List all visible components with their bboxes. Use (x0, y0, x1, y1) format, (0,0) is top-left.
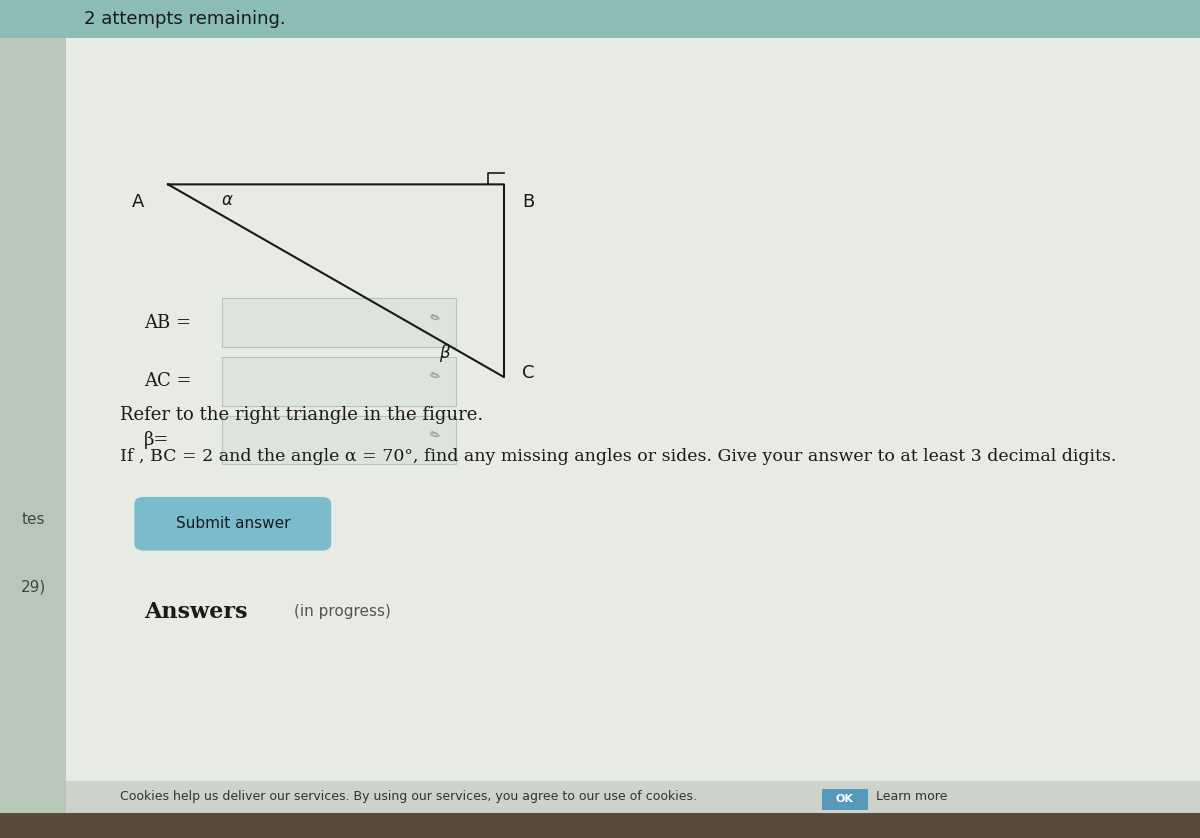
Text: If , BC = 2 and the angle α = 70°, find any missing angles or sides. Give your a: If , BC = 2 and the angle α = 70°, find … (120, 448, 1116, 465)
FancyBboxPatch shape (822, 789, 868, 810)
Text: 29): 29) (20, 579, 47, 594)
FancyBboxPatch shape (222, 298, 456, 347)
FancyBboxPatch shape (66, 38, 1200, 813)
Text: Answers: Answers (144, 601, 247, 623)
FancyBboxPatch shape (134, 497, 331, 551)
Text: β: β (439, 344, 450, 362)
Text: ✏: ✏ (427, 428, 442, 443)
Text: Learn more: Learn more (876, 790, 947, 804)
Text: tes: tes (22, 512, 46, 527)
FancyBboxPatch shape (222, 416, 456, 464)
FancyBboxPatch shape (0, 813, 1200, 838)
Text: C: C (522, 364, 534, 382)
FancyBboxPatch shape (222, 357, 456, 406)
Text: B: B (522, 193, 534, 210)
Text: ✏: ✏ (427, 311, 442, 326)
Text: 2 attempts remaining.: 2 attempts remaining. (84, 10, 286, 28)
Text: (in progress): (in progress) (294, 604, 391, 619)
Text: OK: OK (836, 794, 853, 804)
Text: β=: β= (144, 431, 169, 449)
Text: Refer to the right triangle in the figure.: Refer to the right triangle in the figur… (120, 406, 484, 424)
Text: Submit answer: Submit answer (175, 516, 290, 531)
FancyBboxPatch shape (0, 38, 66, 838)
Text: Cookies help us deliver our services. By using our services, you agree to our us: Cookies help us deliver our services. By… (120, 790, 697, 804)
Text: α: α (222, 191, 233, 209)
FancyBboxPatch shape (66, 781, 1200, 813)
Text: ✏: ✏ (427, 370, 442, 385)
FancyBboxPatch shape (0, 0, 1200, 38)
Text: AB =: AB = (144, 313, 191, 332)
Text: A: A (132, 193, 144, 210)
Text: AC =: AC = (144, 372, 192, 391)
